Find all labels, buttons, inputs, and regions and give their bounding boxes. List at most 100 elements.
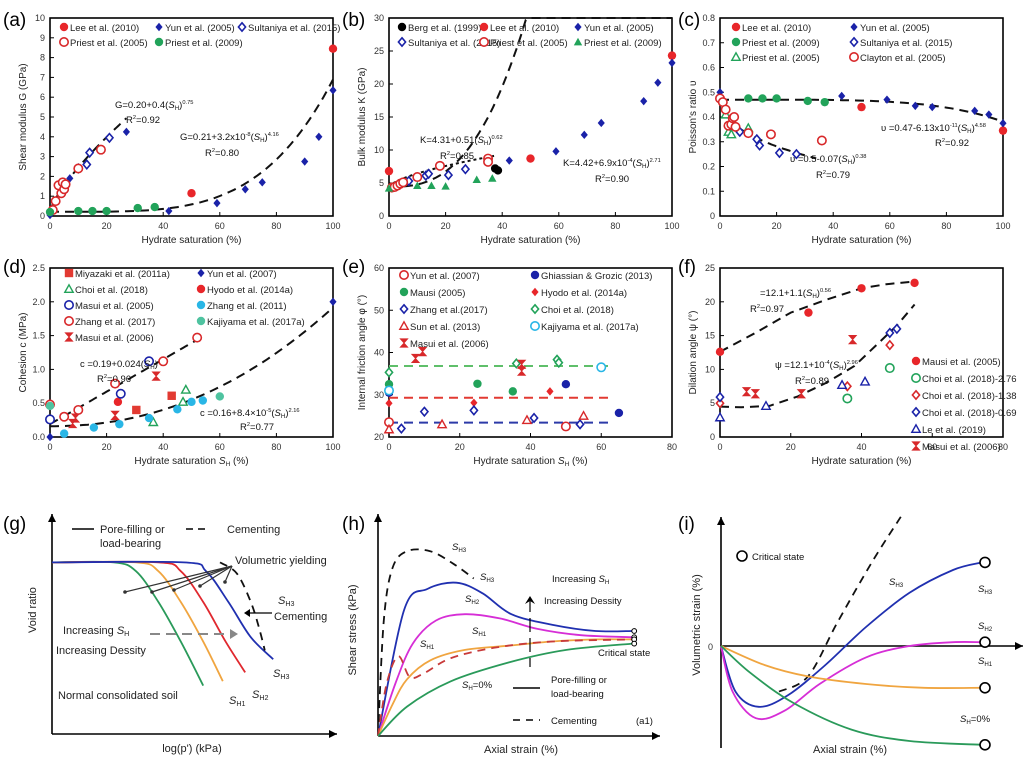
data-point	[758, 94, 767, 103]
series-3	[385, 387, 554, 408]
data-point	[385, 399, 393, 408]
data-point	[187, 397, 196, 407]
data-point	[578, 410, 589, 420]
x-tick-label: 80	[667, 442, 677, 452]
data-point	[885, 339, 895, 351]
legend-item: Priest et al. (2005)	[58, 36, 148, 49]
legend-item: Lee et al. (2010)	[59, 22, 139, 34]
legend-marker	[573, 37, 583, 46]
annotation-cementing: Cementing	[274, 611, 327, 623]
x-tick-label: 60	[215, 442, 225, 452]
legend-item: Sultaniya et al. (2015)	[849, 36, 952, 49]
legend-label: Choi et al. (2018)	[541, 305, 614, 316]
curve-sh3	[720, 561, 983, 708]
fit-equation: c =0.19+0.024(SH​)	[80, 359, 158, 371]
series-5	[384, 354, 564, 378]
series-1	[716, 88, 1007, 128]
data-point	[529, 412, 539, 424]
y-tick-label: 0.8	[702, 13, 715, 23]
panel-label: (h)	[342, 514, 365, 535]
yield-arrow	[151, 565, 233, 593]
data-point	[883, 95, 891, 104]
annotation-increasing-sh: Increasing SH​	[552, 574, 609, 586]
y-tick-label: 1.5	[32, 331, 45, 341]
curve-label-sh2: SH2​	[252, 689, 269, 702]
fit-r2: R2​=0.92	[935, 138, 969, 149]
legend-label-pore-filling: Pore-filling or	[100, 524, 165, 536]
curve-sh3-cementing-	[377, 548, 475, 737]
legend-item: Hyodo et al. (2014a)	[196, 284, 293, 296]
y-tick-label: 10	[705, 364, 715, 374]
data-point	[89, 423, 99, 432]
yield-arrowhead-icon	[172, 588, 176, 592]
x-axis-label: Hydrate saturation (%)	[141, 235, 241, 246]
y-tick-label: 5	[379, 178, 384, 188]
data-point	[315, 132, 323, 141]
legend-marker	[730, 51, 742, 62]
fit-r2: R2​=0.89	[795, 376, 829, 387]
data-point	[892, 323, 902, 335]
legend-label: Sun et al. (2013)	[410, 322, 480, 333]
data-point	[59, 429, 69, 438]
data-point	[714, 411, 726, 422]
data-point	[560, 421, 571, 432]
curve-sh-0-	[377, 642, 634, 737]
series-7	[45, 392, 224, 411]
data-point	[167, 391, 176, 400]
data-point	[104, 132, 115, 144]
legend-item: Ghiassian & Grozic (2013)	[530, 270, 652, 282]
data-point	[436, 418, 448, 429]
data-point	[384, 184, 394, 192]
legend-marker	[397, 22, 407, 32]
curve-sh1	[377, 638, 634, 737]
y-axis-label: Dilation angle ψ (°)	[688, 311, 699, 395]
yield-arrowhead-icon	[223, 580, 227, 584]
data-point	[329, 297, 337, 306]
legend-marker	[911, 356, 921, 366]
data-point	[546, 387, 554, 396]
legend-label: Hyodo et al. (2014a)	[541, 288, 627, 299]
data-point	[505, 156, 513, 165]
annotation-critical-state: Critical state	[598, 648, 650, 659]
x-tick-label: 40	[158, 442, 168, 452]
x-tick-label: 40	[525, 442, 535, 452]
y-tick-label: 0.5	[32, 398, 45, 408]
panel-g: (g) Void ratio log(p') (kPa) Pore-filling o…	[3, 514, 337, 755]
data-point	[508, 387, 518, 396]
legend-label: Yun et al. (2005)	[860, 23, 930, 34]
legend-marker	[529, 320, 540, 331]
legend-item: Priest et al. (2009)	[573, 37, 662, 49]
data-point	[258, 178, 266, 187]
data-point	[928, 102, 936, 112]
y-tick-label: 40	[374, 348, 384, 358]
legend-item: Yun et al. (2005)	[155, 22, 235, 34]
legend-item: Choi et al. (2018)-2.76	[910, 372, 1017, 385]
data-point	[774, 147, 785, 159]
y-tick-label: 15	[705, 331, 715, 341]
annotation-increasing-dessity: Increasing Dessity	[56, 645, 146, 657]
data-point	[741, 387, 752, 397]
data-point	[838, 91, 846, 101]
legend-item: Clayton et al. (2005)	[848, 51, 946, 64]
x-tick-label: 100	[664, 221, 679, 231]
series-2	[147, 384, 192, 427]
critical-state-marker	[631, 628, 638, 634]
series-1	[46, 297, 337, 442]
legend-marker	[154, 37, 164, 47]
x-tick-label: 100	[325, 221, 340, 231]
legend-marker	[911, 389, 921, 401]
data-point	[122, 127, 130, 137]
yield-arrow	[124, 565, 233, 593]
legend-label: Mausi (2005)	[410, 288, 465, 299]
data-point	[720, 104, 731, 115]
data-point	[215, 392, 224, 401]
yield-arrowhead-icon	[150, 590, 154, 594]
legend-marker	[731, 22, 741, 32]
x-tick-label: 80	[941, 221, 951, 231]
data-point	[328, 44, 338, 53]
legend-item: Priest et al. (2009)	[731, 37, 820, 49]
y-axis-label: Shear stress (kPa)	[347, 584, 359, 675]
y-tick-label: 0.1	[702, 186, 715, 196]
